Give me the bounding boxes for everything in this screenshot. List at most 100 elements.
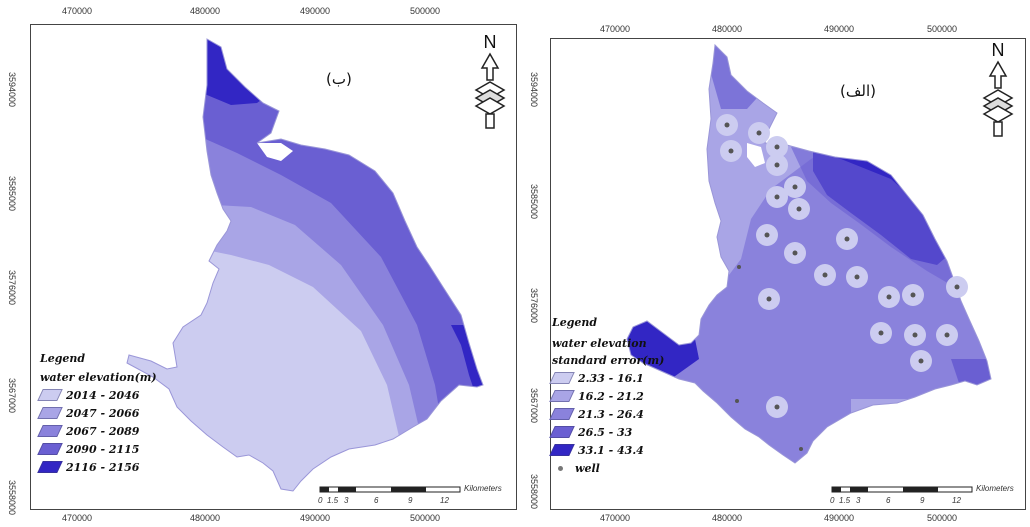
scale-tick: 0: [318, 496, 323, 505]
legend-item-label: 2067 - 2089: [66, 424, 140, 438]
x-tick-top: 480000: [190, 6, 221, 16]
legend-subtitle: standard error(m): [552, 354, 665, 367]
legend-item: 2014 - 2046: [37, 386, 157, 404]
map-panel-water-elevation: 470000 480000 490000 500000 470000 48000…: [7, 6, 517, 523]
x-tick-top: 470000: [600, 24, 631, 34]
well-marker: [766, 396, 788, 418]
scale-bar-graphic: [831, 486, 973, 493]
scale-unit: Kilometers: [976, 484, 1014, 493]
legend-item-label: 16.2 - 21.2: [578, 389, 644, 403]
x-tick-bottom: 480000: [190, 513, 221, 523]
legend-swatch: [549, 408, 575, 420]
legend-item: 26.5 - 33: [549, 423, 664, 441]
legend-swatch: [549, 372, 575, 384]
scale-bar: 0 1.5 3 6 9 12 Kilometers: [318, 484, 508, 506]
well-marker: [870, 322, 892, 344]
scale-tick: 9: [408, 496, 413, 505]
legend-title: Legend: [552, 316, 598, 329]
legend-swatch: [549, 444, 575, 456]
legend-item-label: 26.5 - 33: [578, 425, 633, 439]
scale-tick: 6: [886, 496, 891, 505]
well-marker: [846, 266, 868, 288]
well-marker: [788, 198, 810, 220]
legend-item-well: well: [552, 459, 664, 477]
well-marker: [946, 276, 968, 298]
x-tick-top: 500000: [927, 24, 958, 34]
legend-item: 2116 - 2156: [37, 458, 157, 476]
x-tick-bottom: 500000: [410, 513, 441, 523]
legend-swatch: [549, 426, 575, 438]
wells-small: [735, 265, 803, 451]
north-letter: N: [992, 40, 1005, 60]
well-marker: [784, 176, 806, 198]
legend-item: 21.3 - 26.4: [549, 405, 664, 423]
x-tick-bottom: 500000: [927, 513, 958, 523]
well-marker: [814, 264, 836, 286]
scale-tick: 12: [440, 496, 449, 505]
legend-item-label: well: [575, 461, 600, 475]
panel-label-b: (ب): [326, 70, 352, 88]
legend-item-label: 2.33 - 16.1: [578, 371, 644, 385]
y-tick: 3558000: [529, 474, 539, 510]
north-arrow-icon: N: [982, 40, 1014, 137]
legend-item-label: 21.3 - 26.4: [578, 407, 644, 421]
y-tick: 3585000: [529, 184, 539, 220]
legend-item-label: 2014 - 2046: [66, 388, 140, 402]
wells: [716, 114, 968, 418]
y-tick: 3558000: [7, 480, 17, 516]
map-panel-standard-error: 470000 480000 490000 500000 470000 48000…: [522, 0, 1030, 527]
legend-swatch: [37, 389, 63, 401]
well-marker: [748, 122, 770, 144]
water-elevation-map: [126, 38, 484, 492]
y-tick: 3576000: [529, 288, 539, 324]
scale-bar-graphic: [319, 486, 461, 493]
legend-item: 2.33 - 16.1: [549, 369, 664, 387]
x-tick-top: 490000: [824, 24, 855, 34]
legend-item-label: 2090 - 2115: [66, 442, 140, 456]
y-tick: 3567000: [529, 388, 539, 424]
scale-tick: 12: [952, 496, 961, 505]
legend-item-label: 2116 - 2156: [66, 460, 140, 474]
standard-error-map: [626, 43, 992, 464]
well-marker: [766, 136, 788, 158]
scale-tick: 3: [856, 496, 861, 505]
x-tick-bottom: 490000: [300, 513, 331, 523]
well-marker: [836, 228, 858, 250]
scale-bar: 0 1.5 3 6 9 12 Kilometers: [830, 484, 1020, 506]
y-tick: 3567000: [7, 378, 17, 414]
legend-water-elevation: Legend water elevation(m) 2014 - 2046 20…: [37, 352, 157, 476]
legend-swatch: [549, 390, 575, 402]
y-tick: 3594000: [529, 72, 539, 108]
legend-item: 2047 - 2066: [37, 404, 157, 422]
well-marker: [720, 140, 742, 162]
north-arrow-icon: N: [474, 32, 506, 129]
well-marker: [756, 224, 778, 246]
legend-item: 33.1 - 43.4: [549, 441, 664, 459]
north-letter: N: [484, 32, 497, 52]
y-tick: 3576000: [7, 270, 17, 306]
scale-tick: 3: [344, 496, 349, 505]
legend-subtitle: water elevation: [552, 337, 647, 350]
x-tick-bottom: 470000: [62, 513, 93, 523]
legend-swatch: [37, 407, 63, 419]
legend-item-label: 33.1 - 43.4: [578, 443, 644, 457]
legend-subtitle: water elevation(m): [40, 371, 157, 384]
x-tick-bottom: 470000: [600, 513, 631, 523]
well-dot-icon: [558, 465, 563, 471]
scale-tick: 6: [374, 496, 379, 505]
legend-standard-error: Legend water elevation standard error(m)…: [549, 316, 665, 477]
x-tick-bottom: 490000: [824, 513, 855, 523]
well-marker: [910, 350, 932, 372]
legend-item: 2067 - 2089: [37, 422, 157, 440]
y-tick: 3594000: [7, 72, 17, 108]
well-marker: [936, 324, 958, 346]
panel-label-alef: (الف): [840, 82, 876, 100]
x-tick-top: 490000: [300, 6, 331, 16]
legend-title: Legend: [40, 352, 86, 365]
well-marker: [878, 286, 900, 308]
well-marker: [766, 154, 788, 176]
x-tick-top: 470000: [62, 6, 93, 16]
legend-item: 16.2 - 21.2: [549, 387, 664, 405]
well-marker: [784, 242, 806, 264]
scale-unit: Kilometers: [464, 484, 502, 493]
